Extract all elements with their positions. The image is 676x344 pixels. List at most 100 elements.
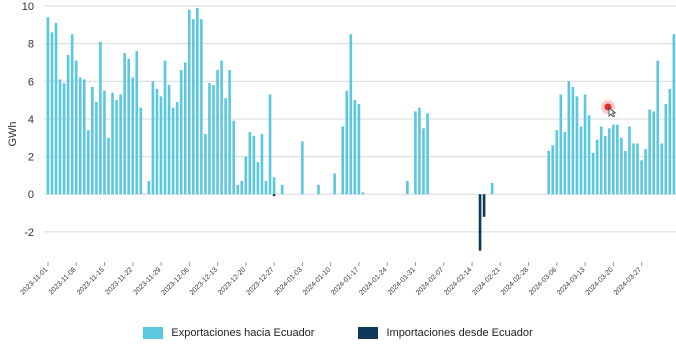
export-bar [551,145,555,195]
export-bar [147,181,151,195]
export-bar [252,135,256,195]
export-bar [159,96,163,195]
export-bar [175,102,179,195]
x-tick-label: 2024-01-03 [274,266,304,296]
export-bar [620,137,623,195]
export-bar [123,53,126,195]
export-bar [139,107,143,195]
export-bar [583,94,587,195]
export-bar [127,58,131,195]
export-bar [547,150,551,195]
export-bar [163,60,167,195]
export-bar [656,60,660,195]
export-bar [591,152,595,195]
y-tick-label: 0 [28,189,34,201]
x-tick-label: 2023-11-08 [48,266,78,296]
export-bar [660,143,664,195]
x-tick-label: 2023-11-15 [76,266,106,296]
export-bar [264,181,268,195]
export-bar [131,77,135,195]
export-bar [632,143,635,195]
export-bar [171,107,175,195]
pointer-cursor-icon [600,99,618,118]
export-bar [644,149,647,195]
y-tick-label: 6 [28,76,34,88]
export-bar [579,126,583,195]
x-tick-label: 2024-03-20 [585,266,615,296]
x-tick-label: 2024-02-21 [471,266,501,296]
export-bar [216,70,219,195]
import-bar [478,194,482,251]
export-bar [236,184,240,195]
export-bar [248,132,252,195]
export-bar [575,96,579,195]
export-bar [107,137,110,195]
export-bar [224,98,227,195]
export-bar [490,182,494,195]
x-tick-label: 2024-01-24 [358,266,388,296]
y-tick-label: -2 [24,227,34,239]
export-bar [228,70,231,195]
export-bar [414,111,417,195]
export-bar [301,141,304,195]
export-bar [563,132,567,195]
x-tick-label: 2024-02-07 [415,266,445,296]
x-tick-label: 2023-12-13 [189,266,219,296]
export-bar [220,60,223,195]
export-bar [426,113,429,195]
bar-chart: -20246810GWh2023-11-012023-11-082023-11-… [7,1,676,297]
export-bar [555,130,559,195]
export-bar [361,192,365,195]
x-tick-label: 2024-01-31 [387,266,417,296]
legend-item-imports[interactable]: Importaciones desde Ecuador [358,327,533,339]
x-tick-label: 2024-01-10 [302,266,332,296]
export-bar [406,181,409,195]
export-bar [46,17,50,195]
export-bar [135,51,139,195]
export-bar [672,34,676,195]
export-bar [652,111,656,195]
export-bar [624,150,627,195]
export-bar [86,130,90,195]
export-bar [571,86,575,195]
export-bar [50,32,54,195]
export-bar [187,9,191,195]
export-bar [115,100,118,195]
export-bar [333,173,336,195]
export-bar [595,139,599,195]
legend-swatch-imports [358,327,379,339]
export-bar [66,54,70,195]
export-bar [183,62,187,195]
y-tick-label: 4 [28,114,34,126]
export-bar [648,109,651,195]
export-bar [82,79,86,195]
export-bar [58,79,62,195]
export-bar [78,77,82,195]
x-tick-label: 2024-03-13 [556,266,586,296]
legend-label-imports: Importaciones desde Ecuador [386,327,533,339]
export-bar [640,160,643,195]
x-tick-label: 2023-11-22 [104,266,134,296]
export-bar [628,126,631,195]
export-bar [664,103,668,195]
export-bar [119,94,122,195]
export-bar [111,92,114,195]
export-bar [260,134,264,195]
export-bar [349,34,353,195]
x-tick-label: 2023-11-01 [20,266,50,296]
export-bar [244,156,248,195]
export-bar [280,184,284,195]
export-bar [603,135,607,195]
x-tick-label: 2024-03-06 [528,266,558,296]
export-bar [268,94,272,195]
x-tick-label: 2024-02-14 [443,266,473,296]
legend-item-exports[interactable]: Exportaciones hacia Ecuador [143,327,314,339]
legend-swatch-exports [143,327,164,339]
export-bar [99,41,102,195]
y-axis-label: GWh [7,121,19,146]
export-bar [422,128,425,195]
export-bar [70,34,74,195]
export-bar [103,90,106,195]
legend-label-exports: Exportaciones hacia Ecuador [171,327,315,339]
